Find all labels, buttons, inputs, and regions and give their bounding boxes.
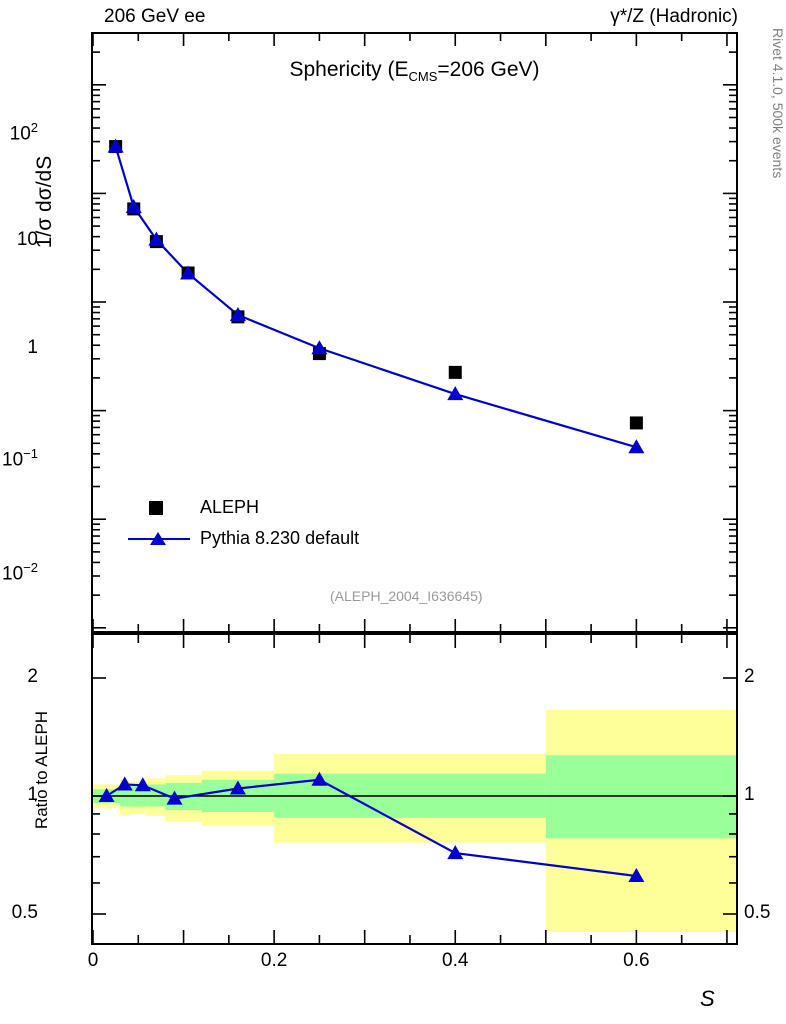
- y-tick-label-1: 1: [27, 337, 38, 358]
- ratio-y-tick-label-1: 1: [27, 784, 38, 805]
- legend-label-pythia: Pythia 8.230 default: [200, 528, 360, 548]
- ratio-plot-panel: [91, 633, 738, 945]
- x-tick-label-02: 0.2: [260, 950, 288, 971]
- legend-item-pythia[interactable]: Pythia 8.230 default: [128, 523, 359, 554]
- rivet-credit-label: Rivet 4.1.0, 500k events: [770, 28, 786, 179]
- y-axis-label-ratio: Ratio to ALEPH: [32, 710, 51, 830]
- main-plot-panel: [91, 32, 738, 633]
- x-tick-label-0: 0: [87, 950, 99, 971]
- plot-title-pre: Sphericity (E: [289, 58, 409, 81]
- main-plot-canvas: [93, 34, 736, 631]
- plot-title: Sphericity (ECMS=206 GeV): [91, 58, 738, 84]
- header-energy-label: 206 GeV ee: [104, 6, 206, 27]
- legend-label-aleph: ALEPH: [200, 497, 260, 517]
- ratio-y-tick-label-right-1: 1: [744, 784, 755, 805]
- legend-key-triangle-line: [128, 529, 190, 549]
- ratio-plot-canvas: [93, 635, 736, 943]
- y-tick-label-1e-2: 10−2: [2, 560, 38, 585]
- y-tick-label-1e-1: 10−1: [2, 446, 38, 471]
- analysis-watermark: (ALEPH_2004_I636645): [330, 588, 483, 604]
- ratio-y-tick-label-right-2: 2: [744, 666, 755, 687]
- ratio-y-tick-label-2: 2: [27, 666, 38, 687]
- legend-item-aleph[interactable]: ALEPH: [128, 492, 359, 523]
- y-tick-label-10: 10: [16, 229, 38, 250]
- ratio-y-tick-label-right-05: 0.5: [744, 902, 771, 923]
- header-process-label: γ*/Z (Hadronic): [610, 6, 738, 27]
- x-tick-label-06: 0.6: [623, 950, 650, 971]
- plot-title-post: =206 GeV): [437, 58, 540, 81]
- y-tick-label-1e2: 102: [9, 120, 38, 145]
- y-axis-label-main: 1/σ dσ/dS: [33, 155, 56, 249]
- plot-title-subscript: CMS: [408, 69, 438, 85]
- x-tick-label-04: 0.4: [442, 950, 469, 971]
- x-axis-label: S: [700, 986, 715, 1011]
- legend-key-square: [128, 498, 190, 518]
- legend: ALEPH Pythia 8.230 default: [128, 492, 359, 554]
- ratio-y-tick-label-05: 0.5: [11, 902, 38, 923]
